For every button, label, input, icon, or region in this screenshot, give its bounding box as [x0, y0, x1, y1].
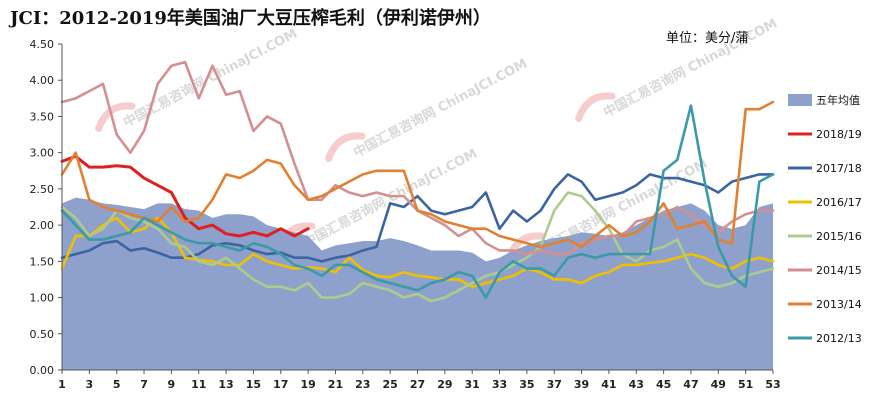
x-tick-label: 25 — [382, 378, 397, 391]
x-tick-label: 1 — [58, 378, 66, 391]
x-tick-label: 23 — [355, 378, 370, 391]
series-line-2012-13 — [60, 104, 775, 299]
watermark-logo-icon — [575, 92, 616, 123]
y-tick-label: 3.00 — [30, 147, 55, 160]
unit-label: 单位：美分/蒲 — [666, 31, 748, 46]
legend-label: 五年均值 — [816, 93, 860, 107]
legend-item: 2014/15 — [788, 264, 862, 277]
watermark-1: 中国汇易咨询网 ChinaJCI.COM — [95, 25, 300, 133]
legend-label: 2016/17 — [816, 196, 862, 209]
x-tick-label: 9 — [168, 378, 176, 391]
watermark-logo-icon — [325, 132, 366, 163]
series-line-2016-17 — [60, 216, 775, 288]
x-tick-label: 5 — [113, 378, 121, 391]
x-tick-label: 15 — [246, 378, 261, 391]
series-area-five-year-average — [62, 197, 773, 370]
y-tick-label: 2.00 — [30, 219, 55, 232]
x-tick-label: 21 — [328, 378, 343, 391]
series-line-2018-19 — [60, 154, 310, 238]
legend-swatch — [788, 94, 812, 106]
x-tick-label: 31 — [465, 378, 480, 391]
x-tick-label: 45 — [656, 378, 671, 391]
legend-item: 2016/17 — [788, 196, 862, 209]
x-tick-label: 17 — [273, 378, 288, 391]
y-tick-label: 4.00 — [30, 74, 55, 87]
y-tick-label: 1.50 — [30, 255, 55, 268]
watermark-2: 中国汇易咨询网 ChinaJCI.COM — [325, 55, 530, 163]
plot-area — [60, 60, 775, 370]
legend-label: 2013/14 — [816, 298, 862, 311]
x-tick-label: 53 — [765, 378, 780, 391]
legend-label: 2018/19 — [816, 128, 862, 141]
legend-item: 2017/18 — [788, 162, 862, 175]
x-tick-label: 3 — [86, 378, 94, 391]
x-tick-label: 49 — [711, 378, 726, 391]
watermark-3: 中国汇易咨询网 ChinaJCI.COM — [575, 15, 780, 123]
y-tick-label: 0.00 — [30, 364, 55, 377]
legend-item: 五年均值 — [788, 93, 860, 107]
x-tick-label: 33 — [492, 378, 507, 391]
x-tick-label: 47 — [683, 378, 698, 391]
legend-item: 2018/19 — [788, 128, 862, 141]
series-line-2013-14 — [60, 100, 775, 249]
x-tick-label: 19 — [300, 378, 315, 391]
x-tick-label: 35 — [519, 378, 534, 391]
legend-item: 2012/13 — [788, 332, 862, 345]
x-tick-label: 13 — [218, 378, 233, 391]
watermark-text: 中国汇易咨询网 ChinaJCI.COM — [351, 55, 530, 160]
legend-item: 2015/16 — [788, 230, 862, 243]
series-line-2015-16 — [60, 191, 775, 303]
legend-label: 2014/15 — [816, 264, 862, 277]
series-line-2017-18 — [60, 173, 775, 263]
x-tick-label: 27 — [410, 378, 425, 391]
watermark-logo-icon — [95, 102, 136, 133]
chart-title: JCI：2012-2019年美国油厂大豆压榨毛利（伊利诺伊州） — [8, 7, 491, 29]
x-tick-label: 11 — [191, 378, 206, 391]
x-tick-label: 43 — [629, 378, 644, 391]
y-tick-label: 4.50 — [30, 38, 55, 51]
legend: 五年均值 2018/19 2017/18 2016/17 2015/16 2014/15 2… — [788, 93, 862, 345]
x-tick-label: 39 — [574, 378, 589, 391]
axes: 0.00 0.50 1.00 1.50 2.00 2.50 3.00 3.50 4.00 4.50… — [30, 38, 781, 391]
x-tick-label: 37 — [547, 378, 562, 391]
y-tick-label: 2.50 — [30, 183, 55, 196]
y-tick-label: 0.50 — [30, 328, 55, 341]
legend-item: 2013/14 — [788, 298, 862, 311]
legend-label: 2012/13 — [816, 332, 862, 345]
x-tick-label: 7 — [140, 378, 148, 391]
y-tick-label: 1.00 — [30, 292, 55, 305]
legend-label: 2015/16 — [816, 230, 862, 243]
x-tick-label: 41 — [601, 378, 616, 391]
y-tick-label: 3.50 — [30, 110, 55, 123]
x-tick-label: 29 — [437, 378, 452, 391]
x-tick-label: 51 — [738, 378, 753, 391]
legend-label: 2017/18 — [816, 162, 862, 175]
